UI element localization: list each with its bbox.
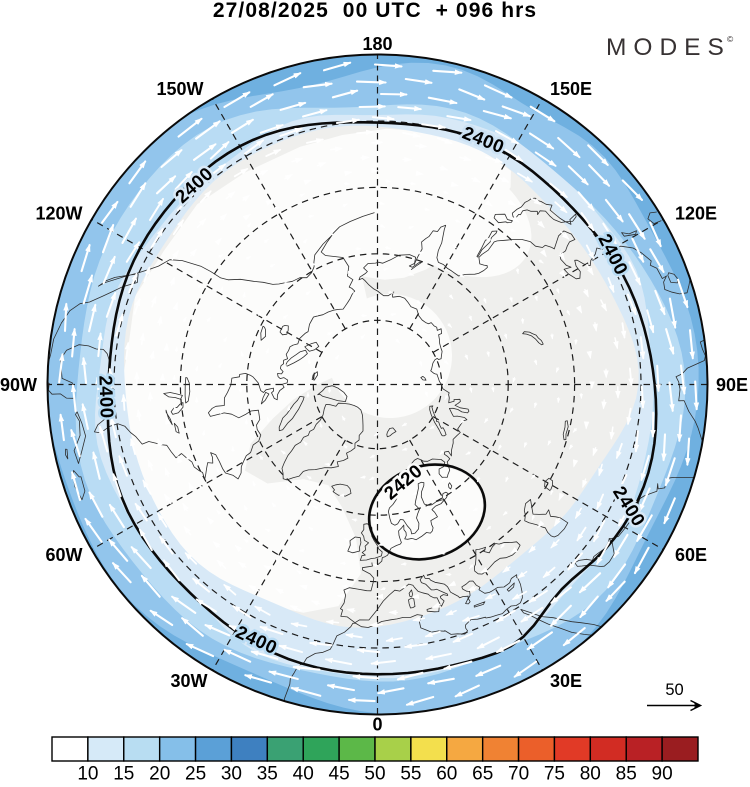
svg-text:10: 10 <box>77 764 98 783</box>
svg-text:30E: 30E <box>550 671 582 691</box>
svg-text:45: 45 <box>329 764 350 783</box>
svg-text:75: 75 <box>544 764 565 783</box>
svg-text:30W: 30W <box>170 671 207 691</box>
svg-text:60: 60 <box>436 764 457 783</box>
svg-text:0: 0 <box>372 715 382 735</box>
svg-text:65: 65 <box>472 764 493 783</box>
svg-text:90: 90 <box>652 764 673 783</box>
svg-text:27/08/2025 00 UTC + 096 hrs: 27/08/2025 00 UTC + 096 hrs <box>213 0 537 22</box>
svg-text:60E: 60E <box>675 545 707 565</box>
svg-text:MODES: MODES <box>606 34 731 61</box>
svg-text:50: 50 <box>364 764 385 783</box>
svg-text:150W: 150W <box>156 79 203 99</box>
svg-text:80: 80 <box>580 764 601 783</box>
svg-text:©: © <box>727 34 734 44</box>
svg-text:20: 20 <box>149 764 170 783</box>
svg-text:120W: 120W <box>35 204 82 224</box>
svg-text:2400: 2400 <box>95 375 117 419</box>
svg-text:85: 85 <box>616 764 637 783</box>
svg-text:35: 35 <box>257 764 278 783</box>
svg-text:40: 40 <box>293 764 314 783</box>
svg-text:120E: 120E <box>675 204 717 224</box>
svg-text:30: 30 <box>221 764 242 783</box>
svg-text:90W: 90W <box>0 375 37 395</box>
svg-text:150E: 150E <box>550 79 592 99</box>
svg-text:180: 180 <box>362 34 392 54</box>
svg-text:55: 55 <box>400 764 421 783</box>
svg-text:70: 70 <box>508 764 529 783</box>
svg-text:60W: 60W <box>45 545 82 565</box>
svg-text:15: 15 <box>113 764 134 783</box>
svg-text:90E: 90E <box>716 375 748 395</box>
svg-text:50: 50 <box>665 681 683 699</box>
svg-text:25: 25 <box>185 764 206 783</box>
